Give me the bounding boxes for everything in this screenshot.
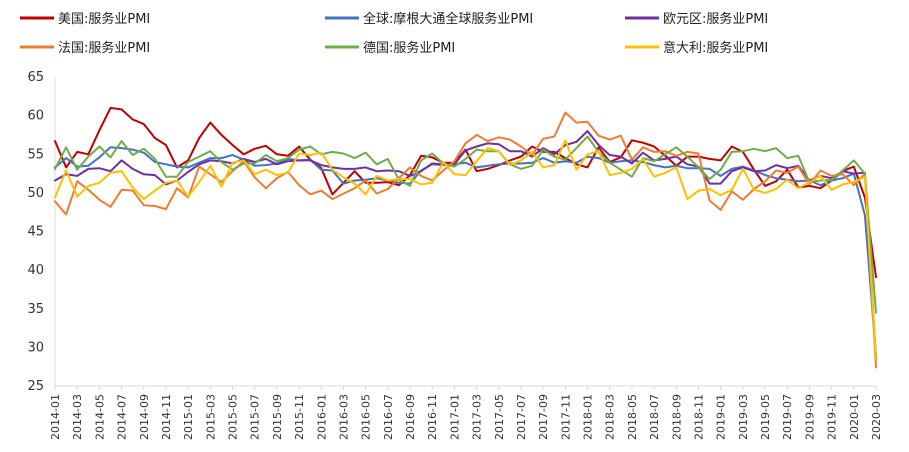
x-tick-label: 2016-11 <box>426 394 439 440</box>
x-tick-label: 2018-05 <box>626 394 639 440</box>
line-series-5 <box>54 135 877 314</box>
y-tick-label: 60 <box>27 109 44 124</box>
x-tick-label: 2014-09 <box>138 394 151 440</box>
x-tick-label: 2018-11 <box>692 394 705 440</box>
x-tick-label: 2015-07 <box>249 394 262 440</box>
y-tick-label: 65 <box>27 70 44 85</box>
y-tick-label: 50 <box>27 186 44 201</box>
x-tick-label: 2016-03 <box>337 394 350 440</box>
x-tick-label: 2015-09 <box>271 394 284 440</box>
line-series-4 <box>54 111 877 369</box>
x-tick-label: 2015-11 <box>293 394 306 440</box>
line-series-1 <box>54 106 877 279</box>
legend-item-series-2: 全球:摩根大通全球服务业PMI <box>325 11 533 27</box>
legend-label: 德国:服务业PMI <box>363 40 455 56</box>
legend-label: 全球:摩根大通全球服务业PMI <box>363 11 533 27</box>
x-tick-label: 2019-03 <box>737 394 750 440</box>
x-tick-label: 2014-01 <box>49 394 62 440</box>
x-tick-label: 2020-03 <box>870 394 883 440</box>
legend-label: 法国:服务业PMI <box>58 40 150 56</box>
x-tick-label: 2016-01 <box>315 394 328 440</box>
y-tick-label: 55 <box>27 147 44 162</box>
x-tick-label: 2019-07 <box>781 394 794 440</box>
x-tick-label: 2015-03 <box>204 394 217 440</box>
x-tick-label: 2014-03 <box>71 394 84 440</box>
line-series-3 <box>54 130 877 361</box>
x-tick-label: 2015-05 <box>227 394 240 440</box>
x-tick-label: 2016-05 <box>360 394 373 440</box>
line-series-2 <box>54 146 877 357</box>
axes: 25 30 35 40 45 50 55 60 65 2014-01 2014-03 2014-05 2… <box>27 70 883 440</box>
x-tick-label: 2020-01 <box>848 394 861 440</box>
legend-label: 欧元区:服务业PMI <box>663 11 768 27</box>
legend-item-series-3: 欧元区:服务业PMI <box>625 11 768 27</box>
legend-label: 美国:服务业PMI <box>58 11 150 27</box>
x-tick-label: 2018-03 <box>604 394 617 440</box>
y-tick-label: 30 <box>27 340 44 355</box>
x-tick-label: 2014-11 <box>160 394 173 440</box>
x-tick-label: 2017-11 <box>559 394 572 440</box>
x-tick-label: 2019-05 <box>759 394 772 440</box>
x-tick-label: 2016-07 <box>382 394 395 440</box>
x-tick-label: 2017-07 <box>515 394 528 440</box>
x-tick-label: 2018-09 <box>670 394 683 440</box>
legend-item-series-6: 意大利:服务业PMI <box>625 40 768 56</box>
x-tick-label: 2019-11 <box>826 394 839 440</box>
legend: 美国:服务业PMI 全球:摩根大通全球服务业PMI 欧元区:服务业PMI 法国:服务业… <box>20 11 768 56</box>
y-tick-label: 35 <box>27 302 44 317</box>
y-tick-label: 40 <box>27 263 44 278</box>
legend-item-series-5: 德国:服务业PMI <box>325 40 455 56</box>
x-tick-label: 2018-01 <box>582 394 595 440</box>
legend-item-series-1: 美国:服务业PMI <box>20 11 150 27</box>
x-tick-label: 2017-05 <box>493 394 506 440</box>
x-tick-label: 2015-01 <box>182 394 195 440</box>
x-tick-label: 2014-07 <box>116 394 129 440</box>
x-tick-label: 2016-09 <box>404 394 417 440</box>
y-tick-label: 25 <box>27 379 44 394</box>
y-tick-label: 45 <box>27 225 44 240</box>
legend-item-series-4: 法国:服务业PMI <box>20 40 150 56</box>
x-tick-label: 2017-09 <box>537 394 550 440</box>
x-tick-label: 2017-03 <box>471 394 484 440</box>
x-tick-label: 2014-05 <box>93 394 106 440</box>
x-tick-label: 2017-01 <box>448 394 461 440</box>
line-series-6 <box>54 139 877 360</box>
x-tick-label: 2019-09 <box>803 394 816 440</box>
x-tick-label: 2018-07 <box>648 394 661 440</box>
series-lines <box>54 106 877 369</box>
x-tick-label: 2019-01 <box>715 394 728 440</box>
legend-label: 意大利:服务业PMI <box>663 40 768 56</box>
